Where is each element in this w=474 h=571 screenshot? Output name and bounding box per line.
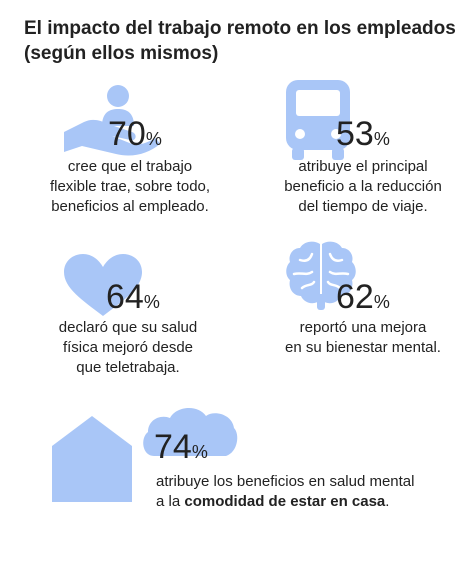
stat-70-value: 70	[108, 115, 146, 153]
stat-64-description: declaró que su salud física mejoró desde…	[28, 318, 228, 378]
title-line-1: El impacto del trabajo remoto en los emp…	[24, 18, 456, 39]
stat-74-line-2-bold: comodidad de estar en casa	[184, 493, 386, 510]
bus-icon	[286, 80, 350, 160]
stat-64-value: 64	[106, 278, 144, 316]
stat-53-line-1: atribuye el principal	[298, 158, 428, 175]
stat-74-line-2-prefix: a la	[156, 493, 185, 510]
stat-64-line-1: declaró que su salud	[58, 319, 198, 336]
stat-62-line-1: reportó una mejora	[299, 319, 427, 336]
stat-62-line-2: en su bienestar mental.	[285, 339, 441, 356]
stat-64-unit: %	[143, 292, 160, 312]
hand-holding-person-icon	[64, 85, 160, 156]
stat-53-unit: %	[373, 129, 390, 149]
stat-70-description: cree que el trabajo flexible trae, sobre…	[30, 157, 230, 217]
stat-64-line-3: que teletrabaja.	[76, 359, 180, 376]
heart-icon	[64, 254, 142, 316]
stat-53-value: 53	[336, 115, 374, 153]
stat-64-line-2: física mejoró desde	[62, 339, 194, 356]
stat-53-line-2: beneficio a la reducción	[284, 178, 442, 195]
stat-74-line-1: atribuye los beneficios en salud mental	[156, 473, 415, 490]
stat-70-line-2: flexible trae, sobre todo,	[49, 178, 211, 195]
stat-74-line-2-suffix: .	[385, 493, 390, 510]
house-cloud-icon	[52, 407, 238, 502]
stat-62-description: reportó una mejora en su bienestar menta…	[258, 318, 468, 358]
stat-62-value: 62	[336, 278, 374, 316]
stat-70-unit: %	[145, 129, 162, 149]
stat-74-description: atribuye los beneficios en salud mental …	[156, 472, 456, 512]
stat-53-line-3: del tiempo de viaje.	[298, 198, 428, 215]
stat-70-line-1: cree que el trabajo	[67, 158, 193, 175]
brain-icon	[286, 241, 356, 310]
page-title: El impacto del trabajo remoto en los emp…	[24, 16, 464, 66]
title-line-2: (según ellos mismos)	[24, 43, 219, 64]
stat-62-unit: %	[373, 292, 390, 312]
stat-70-line-3: beneficios al empleado.	[51, 198, 209, 215]
stat-74-unit: %	[191, 442, 208, 462]
stat-53-description: atribuye el principal beneficio a la red…	[258, 157, 468, 217]
stat-74-value: 74	[154, 428, 192, 466]
